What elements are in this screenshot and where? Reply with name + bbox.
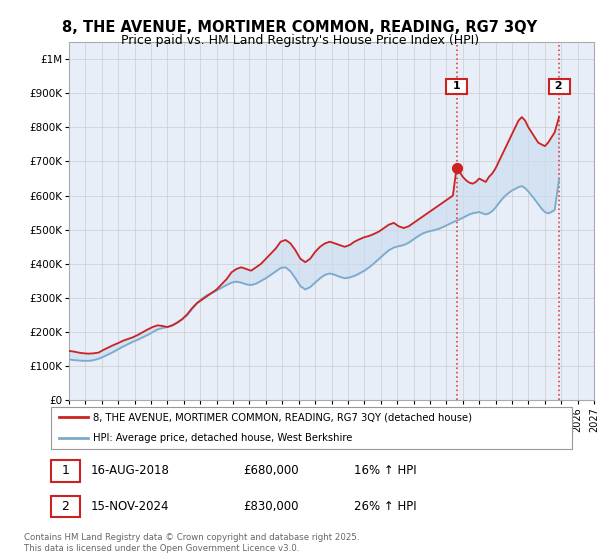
Text: 16% ↑ HPI: 16% ↑ HPI [354, 464, 417, 478]
FancyBboxPatch shape [50, 460, 80, 482]
Text: 8, THE AVENUE, MORTIMER COMMON, READING, RG7 3QY: 8, THE AVENUE, MORTIMER COMMON, READING,… [62, 20, 538, 35]
FancyBboxPatch shape [50, 496, 80, 517]
FancyBboxPatch shape [50, 407, 572, 449]
Text: 2: 2 [61, 500, 69, 513]
Text: HPI: Average price, detached house, West Berkshire: HPI: Average price, detached house, West… [93, 433, 352, 444]
Text: 26% ↑ HPI: 26% ↑ HPI [354, 500, 417, 513]
Text: 15-NOV-2024: 15-NOV-2024 [90, 500, 169, 513]
Text: Contains HM Land Registry data © Crown copyright and database right 2025.
This d: Contains HM Land Registry data © Crown c… [24, 533, 359, 553]
Text: £830,000: £830,000 [244, 500, 299, 513]
Text: 16-AUG-2018: 16-AUG-2018 [90, 464, 169, 478]
Text: 2: 2 [551, 81, 567, 91]
Text: Price paid vs. HM Land Registry's House Price Index (HPI): Price paid vs. HM Land Registry's House … [121, 34, 479, 46]
Text: £680,000: £680,000 [244, 464, 299, 478]
Text: 8, THE AVENUE, MORTIMER COMMON, READING, RG7 3QY (detached house): 8, THE AVENUE, MORTIMER COMMON, READING,… [93, 412, 472, 422]
Text: 1: 1 [61, 464, 69, 478]
Text: 1: 1 [449, 81, 464, 91]
